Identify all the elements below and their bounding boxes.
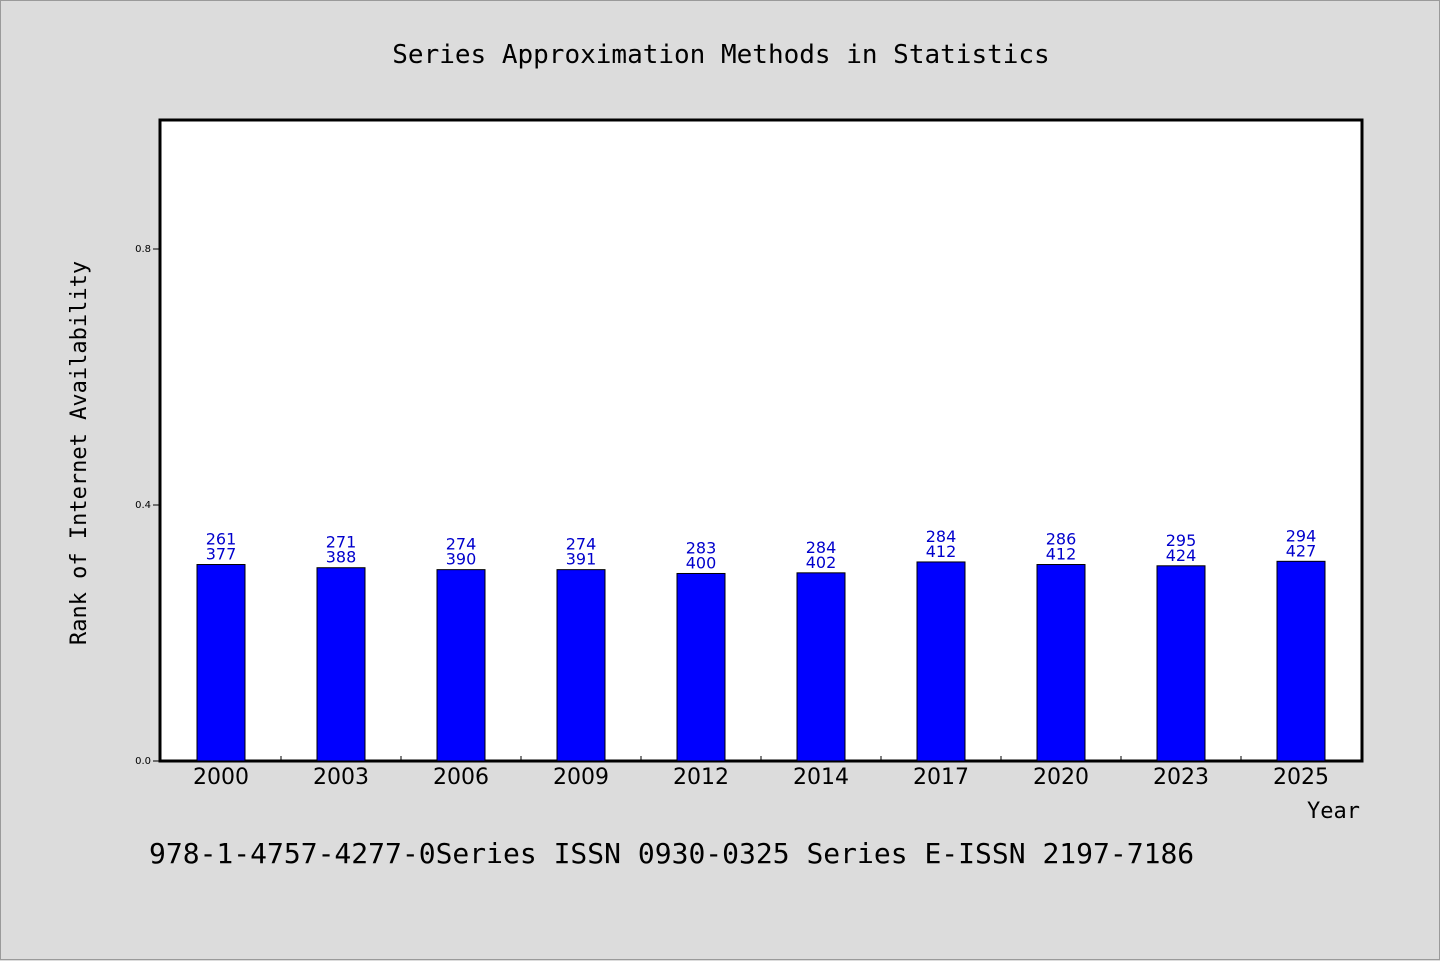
bar-label-bottom-2003: 388	[326, 548, 357, 567]
bar-label-bottom-2006: 390	[446, 550, 477, 569]
bar-2023	[1156, 565, 1206, 762]
bar-label-bottom-2023: 424	[1166, 546, 1197, 565]
x-tick-label-2003: 2003	[313, 765, 369, 790]
bar-label-top-2023: 295	[1166, 531, 1197, 550]
y-axis-label: Rank of Internet Availability	[67, 261, 92, 645]
bar-label-bottom-2025: 427	[1286, 541, 1317, 560]
x-tick-label-2020: 2020	[1033, 765, 1089, 790]
bar-label-top-2025: 294	[1286, 526, 1317, 545]
bar-label-bottom-2000: 377	[206, 545, 237, 564]
bar-label-top-2017: 284	[926, 527, 957, 546]
y-axis: 0.0 0.4 0.8	[135, 244, 161, 767]
x-tick-label-2017: 2017	[913, 765, 969, 790]
bars-layer: 2613772713882743902743912834002844022844…	[196, 526, 1326, 762]
x-tick-label-2000: 2000	[193, 765, 249, 790]
x-tick-label-2012: 2012	[673, 765, 729, 790]
bar-2009	[556, 569, 606, 762]
bar-label-top-2009: 274	[566, 535, 597, 554]
bar-2020	[1036, 564, 1086, 762]
bar-label-bottom-2009: 391	[566, 550, 597, 569]
bar-2012	[676, 572, 726, 762]
x-axis-label: Year	[1307, 799, 1360, 824]
bar-2017	[916, 561, 966, 762]
bar-label-top-2020: 286	[1046, 530, 1077, 549]
x-axis: 2000 2003 2006 2009 2012 2014 2017 2020 2023 2025	[193, 756, 1329, 790]
bar-2003	[316, 567, 366, 762]
footer-isbn-text: 978-1-4757-4277-0Series ISSN 0930-0325 S…	[149, 837, 1194, 870]
bar-label-top-2012: 283	[686, 538, 717, 557]
x-tick-label-2006: 2006	[433, 765, 489, 790]
bar-label-bottom-2017: 412	[926, 542, 957, 561]
bar-label-top-2003: 271	[326, 533, 357, 552]
bar-2000	[196, 564, 246, 762]
chart-title: Series Approximation Methods in Statisti…	[392, 40, 1049, 70]
bar-label-bottom-2012: 400	[686, 553, 717, 572]
x-tick-label-2025: 2025	[1273, 765, 1329, 790]
x-tick-label-2009: 2009	[553, 765, 609, 790]
bar-2006	[436, 569, 486, 762]
y-tick-label: 0.0	[135, 756, 151, 767]
x-tick-label-2014: 2014	[793, 765, 849, 790]
x-tick-label-2023: 2023	[1153, 765, 1209, 790]
bar-2014	[796, 572, 846, 762]
bar-label-top-2014: 284	[806, 538, 837, 557]
y-tick-label: 0.8	[135, 244, 151, 255]
bar-label-bottom-2014: 402	[806, 553, 837, 572]
bar-2025	[1276, 560, 1326, 762]
bar-label-top-2000: 261	[206, 530, 237, 549]
bar-label-bottom-2020: 412	[1046, 545, 1077, 564]
bar-label-top-2006: 274	[446, 535, 477, 554]
y-tick-label: 0.4	[135, 500, 151, 511]
